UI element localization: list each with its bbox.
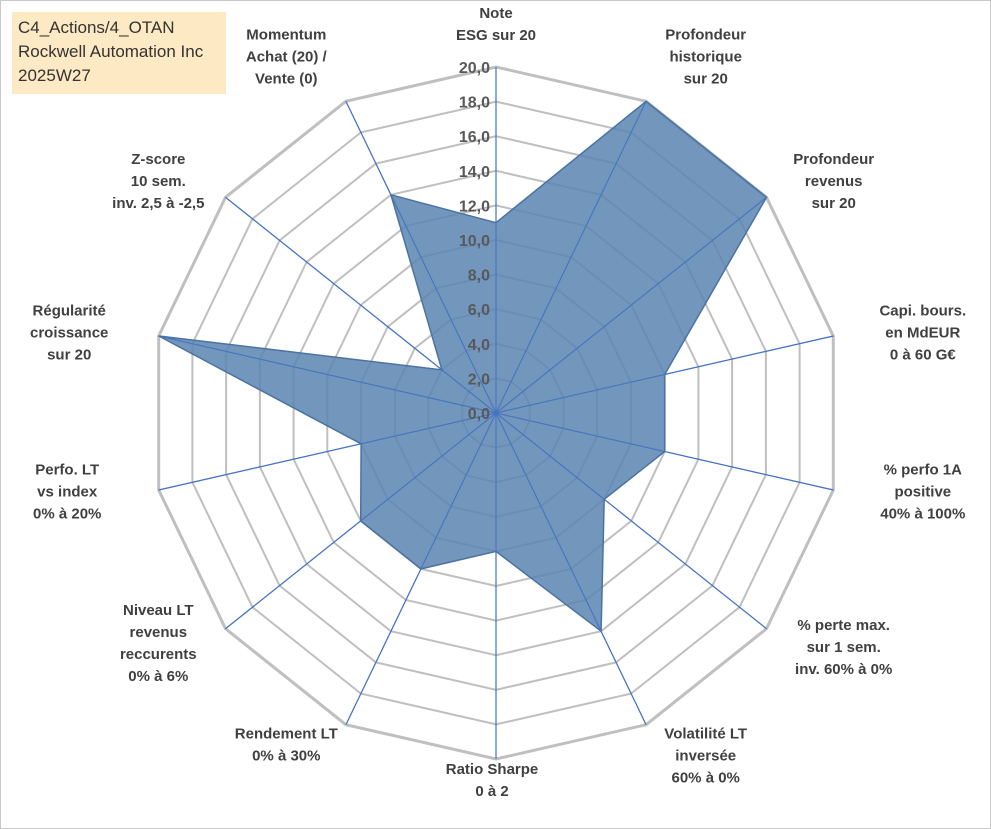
axis-label-10: Perfo. LT vs index 0% à 20% (33, 462, 101, 523)
axis-label-2: Profondeur revenus sur 20 (793, 151, 874, 212)
title-line-3: 2025W27 (18, 66, 91, 85)
tick-label-4: 8,0 (468, 268, 490, 285)
chart-title-box: C4_Actions/4_OTAN Rockwell Automation In… (12, 12, 226, 94)
radar-axis-labels: Note ESG sur 20 Profondeur historique sur 20… (30, 5, 966, 800)
tick-label-8: 16,0 (459, 129, 490, 146)
spoke-overlay-9 (225, 412, 497, 630)
axis-label-0: Note ESG sur 20 (456, 5, 536, 44)
tick-label-0: 0,0 (468, 406, 490, 423)
spoke-overlay-12 (225, 196, 497, 414)
spoke-overlay-6 (495, 412, 647, 725)
spoke-overlay-4 (495, 412, 834, 491)
axis-label-7: Ratio Sharpe 0 à 2 (446, 761, 539, 800)
tick-label-10: 20,0 (459, 60, 490, 77)
title-line-2: Rockwell Automation Inc (18, 42, 204, 61)
radar-series (158, 67, 834, 759)
tick-label-6: 12,0 (459, 198, 490, 215)
axis-label-12: Z-score 10 sem. inv. 2,5 à -2,5 (112, 151, 204, 212)
spoke-overlay-10 (158, 412, 497, 491)
axis-label-4: % perfo 1A positive 40% à 100% (880, 462, 965, 523)
tick-label-7: 14,0 (459, 164, 490, 181)
radar-tick-labels: 0,0 2,0 4,0 6,0 8,0 10,0 12,0 14,0 16,0 18,0 20,0 (459, 60, 490, 423)
spoke-overlay-13 (345, 101, 497, 414)
spoke-overlay-2 (495, 196, 767, 414)
tick-label-9: 18,0 (459, 95, 490, 112)
spoke-overlay-5 (495, 412, 767, 630)
axis-label-5: % perte max. sur 1 sem. inv. 60% à 0% (795, 617, 892, 678)
tick-label-3: 6,0 (468, 302, 490, 319)
tick-label-1: 2,0 (468, 371, 490, 388)
axis-label-13: Momentum Achat (20) / Vente (0) (246, 27, 328, 88)
spoke-overlay-11 (158, 335, 497, 414)
axis-label-11: Régularité croissance sur 20 (30, 302, 108, 363)
axis-label-3: Capi. bours. en MdEUR 0 à 60 G€ (879, 302, 966, 363)
spoke-overlay-3 (495, 335, 834, 414)
axis-label-9: Niveau LT revenus reccurents 0% à 6% (120, 602, 197, 685)
axis-label-1: Profondeur historique sur 20 (665, 27, 746, 88)
title-line-1: C4_Actions/4_OTAN (18, 18, 175, 37)
tick-label-2: 4,0 (468, 337, 490, 354)
spoke-overlay-8 (345, 412, 497, 725)
spoke-overlay-1 (495, 101, 647, 414)
axis-label-8: Rendement LT 0% à 30% (235, 726, 338, 765)
tick-label-5: 10,0 (459, 233, 490, 250)
axis-label-6: Volatilité LT inversée 60% à 0% (664, 726, 747, 787)
